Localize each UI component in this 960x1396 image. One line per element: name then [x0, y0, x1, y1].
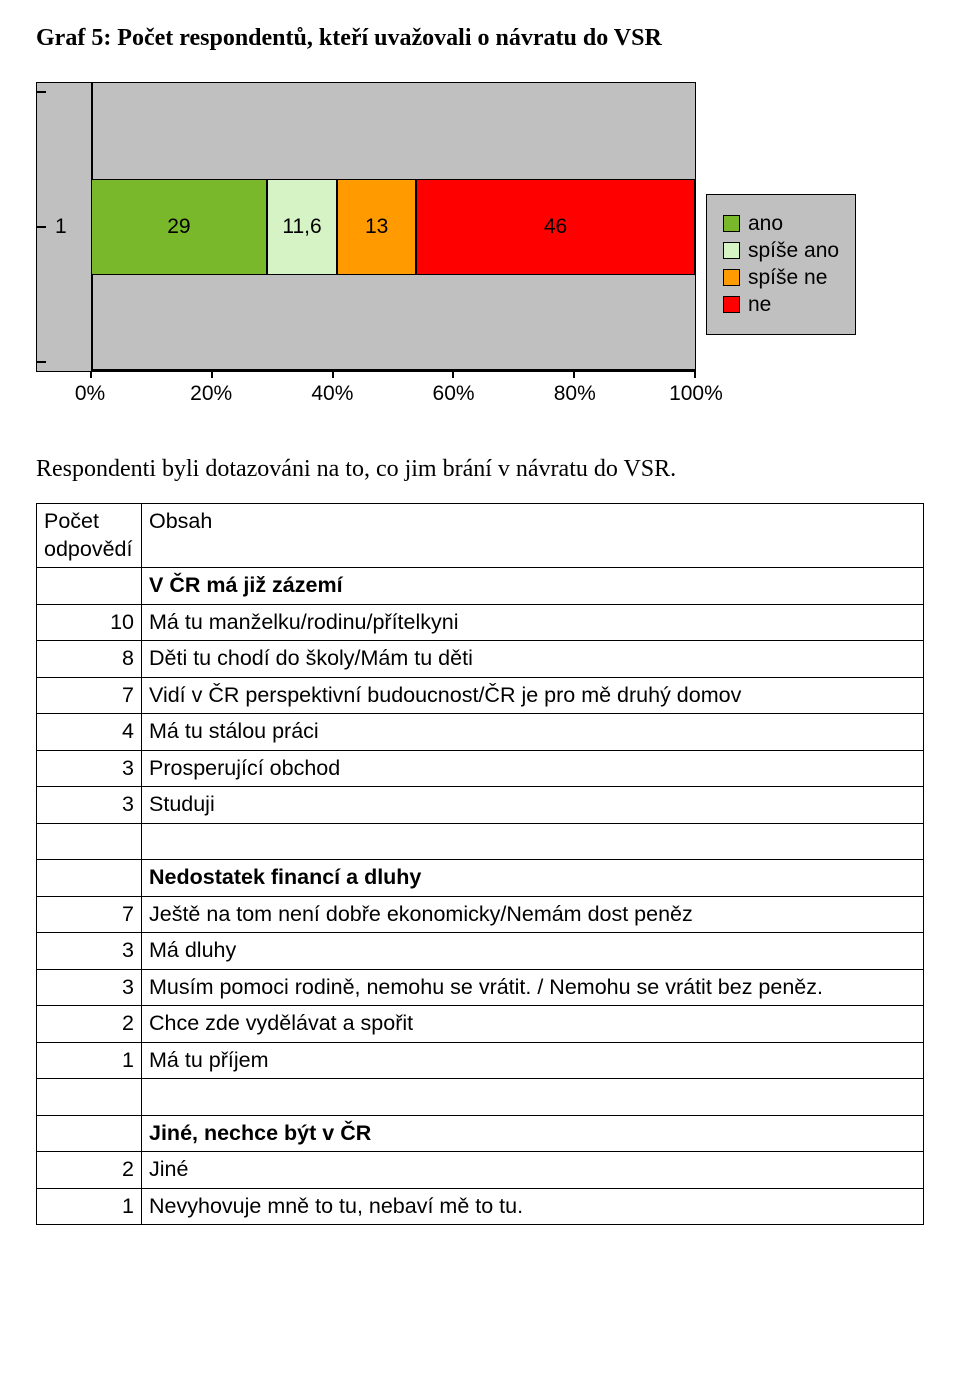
cell-count: 4 [37, 714, 142, 751]
y-category-label: 1 [55, 215, 67, 239]
cell-count: 10 [37, 604, 142, 641]
legend-item: spíše ano [723, 239, 839, 263]
cell-content [142, 823, 924, 860]
page-title: Graf 5: Počet respondentů, kteří uvažova… [36, 25, 924, 52]
cell-content: Má tu příjem [142, 1042, 924, 1079]
cell-content: Děti tu chodí do školy/Mám tu děti [142, 641, 924, 678]
chart-row: 1 2911,61346 0%20%40%60%80%100% ano spíše… [36, 82, 924, 446]
cell-count: 7 [37, 896, 142, 933]
cell-count [37, 823, 142, 860]
x-tick [332, 371, 334, 378]
cell-count: 3 [37, 969, 142, 1006]
cell-count: 1 [37, 1042, 142, 1079]
table-row: 1Nevyhovuje mně to tu, nebaví mě to tu. [37, 1188, 924, 1225]
cell-content: Vidí v ČR perspektivní budoucnost/ČR je … [142, 677, 924, 714]
cell-count: 8 [37, 641, 142, 678]
legend: ano spíše ano spíše ne ne [706, 194, 856, 335]
table-row: 2Jiné [37, 1152, 924, 1189]
legend-swatch [723, 269, 740, 286]
cell-count: 2 [37, 1006, 142, 1043]
cell-count [37, 860, 142, 897]
y-tick [37, 361, 46, 363]
table-row: 8Děti tu chodí do školy/Mám tu děti [37, 641, 924, 678]
cell-count: 2 [37, 1152, 142, 1189]
y-tick [37, 226, 46, 228]
cell-content [142, 1079, 924, 1116]
table-row: Jiné, nechce být v ČR [37, 1115, 924, 1152]
table-row: 10Má tu manželku/rodinu/přítelkyni [37, 604, 924, 641]
x-tick [211, 371, 213, 378]
cell-count [37, 568, 142, 605]
cell-content: Ještě na tom není dobře ekonomicky/Nemám… [142, 896, 924, 933]
y-tick [37, 91, 46, 93]
legend-swatch [723, 242, 740, 259]
cell-count: 7 [37, 677, 142, 714]
table-row: 3Má dluhy [37, 933, 924, 970]
response-table: Počet odpovědí Obsah V ČR má již zázemí1… [36, 503, 924, 1225]
cell-content: Chce zde vydělávat a spořit [142, 1006, 924, 1043]
header-content: Obsah [142, 504, 924, 568]
cell-count: 3 [37, 750, 142, 787]
table-row: 2Chce zde vydělávat a spořit [37, 1006, 924, 1043]
table-row: 7Ještě na tom není dobře ekonomicky/Nemá… [37, 896, 924, 933]
cell-content: Jiné, nechce být v ČR [142, 1115, 924, 1152]
table-row [37, 823, 924, 860]
legend-label: ano [748, 212, 783, 236]
header-count: Počet odpovědí [37, 504, 142, 568]
table-row: 3Prosperující obchod [37, 750, 924, 787]
x-tick [90, 371, 92, 378]
cell-count [37, 1079, 142, 1116]
cell-count: 3 [37, 787, 142, 824]
cell-count: 3 [37, 933, 142, 970]
x-axis-labels: 0%20%40%60%80%100% [90, 382, 696, 406]
table-header-row: Počet odpovědí Obsah [37, 504, 924, 568]
legend-item: ano [723, 212, 839, 236]
legend-item: spíše ne [723, 266, 839, 290]
cell-content: V ČR má již zázemí [142, 568, 924, 605]
cell-count [37, 1115, 142, 1152]
cell-content: Nevyhovuje mně to tu, nebaví mě to tu. [142, 1188, 924, 1225]
cell-content: Nedostatek financí a dluhy [142, 860, 924, 897]
x-axis [91, 83, 695, 371]
legend-label: spíše ne [748, 266, 827, 290]
legend-swatch [723, 215, 740, 232]
cell-content: Má tu stálou práci [142, 714, 924, 751]
intro-text: Respondenti byli dotazováni na to, co ji… [36, 456, 924, 483]
chart-plot: 1 2911,61346 [36, 82, 696, 372]
table-row [37, 1079, 924, 1116]
table-row: 1Má tu příjem [37, 1042, 924, 1079]
table-row: 4Má tu stálou práci [37, 714, 924, 751]
legend-item: ne [723, 293, 839, 317]
cell-content: Má dluhy [142, 933, 924, 970]
table-row: V ČR má již zázemí [37, 568, 924, 605]
cell-content: Jiné [142, 1152, 924, 1189]
legend-label: ne [748, 293, 771, 317]
table-row: 3Musím pomoci rodině, nemohu se vrátit. … [37, 969, 924, 1006]
cell-content: Musím pomoci rodině, nemohu se vrátit. /… [142, 969, 924, 1006]
cell-content: Má tu manželku/rodinu/přítelkyni [142, 604, 924, 641]
x-tick [573, 371, 575, 378]
legend-swatch [723, 296, 740, 313]
legend-label: spíše ano [748, 239, 839, 263]
table-row: 7Vidí v ČR perspektivní budoucnost/ČR je… [37, 677, 924, 714]
table-row: Nedostatek financí a dluhy [37, 860, 924, 897]
x-tick [694, 371, 696, 378]
cell-content: Studuji [142, 787, 924, 824]
x-tick [452, 371, 454, 378]
cell-count: 1 [37, 1188, 142, 1225]
cell-content: Prosperující obchod [142, 750, 924, 787]
table-row: 3Studuji [37, 787, 924, 824]
